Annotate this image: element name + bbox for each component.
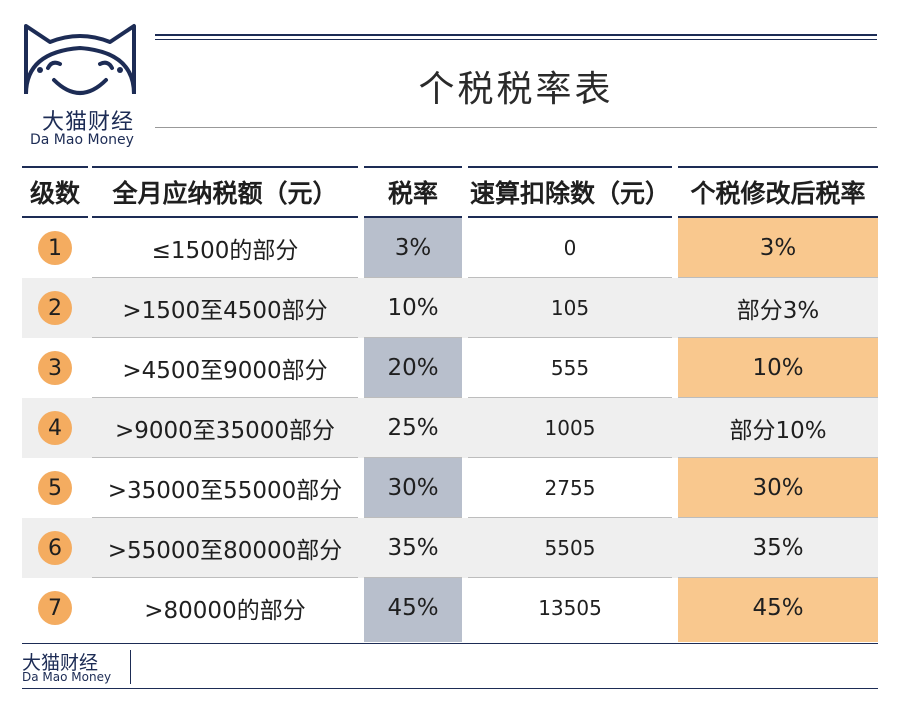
table-row-stripe	[22, 398, 878, 458]
row-separator	[364, 517, 462, 518]
header-line-bottom	[364, 216, 462, 218]
footer-rule	[22, 643, 878, 644]
cell-rate: 25%	[387, 415, 439, 441]
row-separator	[678, 457, 878, 458]
footer-divider	[130, 650, 131, 684]
cell-amount: >80000的部分	[144, 598, 306, 624]
cell-deduction: 13505	[538, 596, 602, 620]
level-badge: 7	[38, 591, 72, 625]
cell-deduction: 5505	[544, 536, 596, 560]
cell-new-rate: 部分3%	[736, 298, 820, 324]
row-separator	[92, 397, 358, 398]
cell-rate: 3%	[394, 235, 432, 261]
cell-rate: 20%	[387, 355, 439, 381]
row-separator	[678, 337, 878, 338]
header-deduction: 速算扣除数（元）	[469, 179, 670, 208]
row-separator	[468, 277, 672, 278]
header-rule-bottom	[155, 127, 877, 128]
row-separator	[364, 277, 462, 278]
cell-amount: >35000至55000部分	[107, 478, 343, 504]
header-level: 级数	[29, 179, 80, 208]
row-separator	[468, 517, 672, 518]
header-amount: 全月应纳税额（元）	[112, 179, 338, 208]
cell-new-rate: 3%	[759, 235, 797, 261]
row-separator	[678, 517, 878, 518]
logo-name-cn: 大猫财经	[42, 110, 135, 135]
cat-face-icon	[24, 24, 136, 95]
header-rate: 税率	[387, 179, 438, 208]
row-separator	[92, 517, 358, 518]
header-rule-top	[155, 34, 877, 36]
cell-deduction: 1005	[544, 416, 596, 440]
row-separator	[364, 337, 462, 338]
row-separator	[468, 397, 672, 398]
footer-logo-cn: 大猫财经	[22, 652, 99, 674]
cell-rate: 10%	[387, 295, 439, 321]
cell-rate: 35%	[387, 535, 439, 561]
cell-deduction: 555	[550, 356, 590, 380]
header-line-top	[678, 166, 878, 168]
header-line-bottom	[468, 216, 672, 218]
cell-deduction: 105	[550, 296, 590, 320]
cell-new-rate: 10%	[752, 355, 804, 381]
header-line-top	[92, 166, 358, 168]
row-separator	[468, 577, 672, 578]
row-separator	[468, 457, 672, 458]
header-line-bottom	[22, 216, 88, 218]
row-separator	[678, 577, 878, 578]
row-separator	[92, 277, 358, 278]
cell-new-rate: 45%	[752, 595, 804, 621]
footer-logo-en: Da Mao Money	[22, 670, 112, 684]
row-separator	[364, 397, 462, 398]
row-separator	[92, 457, 358, 458]
header-line-top	[364, 166, 462, 168]
row-separator	[678, 277, 878, 278]
row-separator	[92, 577, 358, 578]
cell-new-rate: 部分10%	[729, 418, 827, 444]
row-separator	[364, 457, 462, 458]
row-separator	[364, 577, 462, 578]
level-badge: 5	[38, 471, 72, 505]
page-title: 个税税率表	[418, 69, 614, 110]
header-line-bottom	[92, 216, 358, 218]
cell-deduction: 0	[563, 236, 577, 260]
cell-amount: >55000至80000部分	[107, 538, 343, 564]
logo: 大猫财经 Da Mao Money	[10, 8, 150, 148]
level-badge: 4	[38, 411, 72, 445]
table-row-stripe	[22, 278, 878, 338]
cell-new-rate: 35%	[752, 535, 804, 561]
cell-amount: ≤1500的部分	[151, 238, 299, 264]
table-row-stripe	[22, 518, 878, 578]
row-separator	[468, 337, 672, 338]
level-badge: 3	[38, 351, 72, 385]
row-separator	[678, 397, 878, 398]
header-line-top	[22, 166, 88, 168]
cell-rate: 30%	[387, 475, 439, 501]
header-new-rate: 个税修改后税率	[690, 179, 866, 208]
level-badge: 1	[38, 231, 72, 265]
logo-name-en: Da Mao Money	[30, 132, 134, 148]
row-separator	[92, 337, 358, 338]
footer-bottom-rule	[22, 688, 878, 689]
header-line-top	[468, 166, 672, 168]
cell-amount: >9000至35000部分	[115, 418, 335, 444]
cell-rate: 45%	[387, 595, 439, 621]
level-badge: 2	[38, 291, 72, 325]
cell-new-rate: 30%	[752, 475, 804, 501]
cell-amount: >1500至4500部分	[122, 298, 328, 324]
cell-amount: >4500至9000部分	[122, 358, 328, 384]
header-rule-top-2	[155, 39, 877, 40]
header-line-bottom	[678, 216, 878, 218]
level-badge: 6	[38, 531, 72, 565]
cell-deduction: 2755	[544, 476, 596, 500]
